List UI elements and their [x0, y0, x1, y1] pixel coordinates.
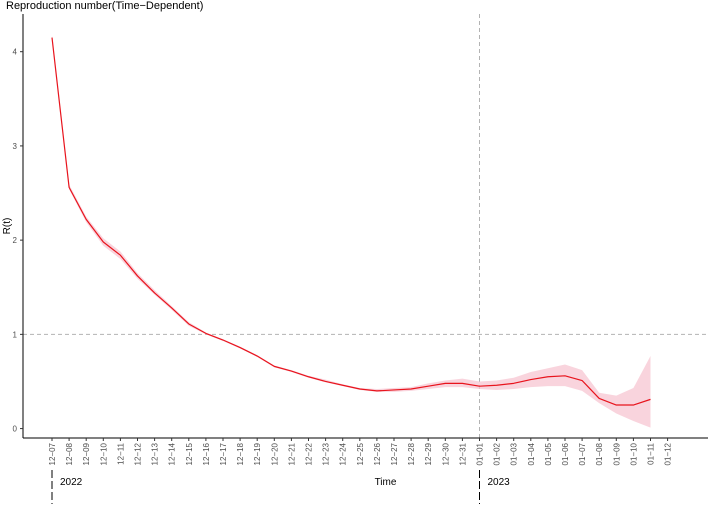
- data-point: [51, 36, 53, 38]
- x-tick-label: 12−29: [424, 442, 433, 465]
- data-point: [307, 376, 309, 378]
- data-point: [581, 379, 583, 381]
- y-ticks: 0 1 2 3 4: [13, 48, 23, 434]
- x-tick-label: 12−16: [202, 442, 211, 465]
- x-tick-label: 01−12: [664, 442, 673, 465]
- data-point: [136, 275, 138, 277]
- data-point: [324, 380, 326, 382]
- x-axis-title: Time: [375, 477, 397, 488]
- x-tick-label: 01−10: [629, 442, 638, 465]
- data-point: [119, 254, 121, 256]
- x-tick-label: 12−22: [305, 442, 314, 465]
- data-point: [615, 404, 617, 406]
- x-tick-label: 12−07: [48, 442, 57, 465]
- y-tick-label: 0: [13, 425, 18, 434]
- confidence-ribbon: [52, 35, 651, 428]
- data-point: [547, 376, 549, 378]
- x-tick-label: 01−02: [493, 442, 502, 465]
- series-line-layer: [51, 36, 651, 406]
- x-tick-label: 12−08: [65, 442, 74, 465]
- data-point: [153, 292, 155, 294]
- reference-lines: [23, 14, 708, 438]
- series-line: [51, 37, 651, 406]
- x-tick-label: 12−25: [356, 442, 365, 465]
- x-tick-label: 12−09: [82, 442, 91, 465]
- x-tick-label: 12−24: [339, 442, 348, 465]
- x-tick-label: 01−01: [476, 442, 485, 465]
- x-tick-label: 12−28: [407, 442, 416, 465]
- x-tick-label: 12−19: [253, 442, 262, 465]
- confidence-ribbon-layer: [52, 35, 651, 428]
- data-point: [359, 388, 361, 390]
- x-tick-label: 12−30: [441, 442, 450, 465]
- year-label: 2023: [488, 477, 511, 488]
- y-axis-title: R(t): [2, 218, 13, 235]
- data-point: [85, 218, 87, 220]
- data-point: [376, 390, 378, 392]
- x-tick-label: 01−09: [612, 442, 621, 465]
- data-point: [564, 375, 566, 377]
- x-tick-label: 12−27: [390, 442, 399, 465]
- data-point: [222, 339, 224, 341]
- data-point: [68, 186, 70, 188]
- x-tick-label: 01−03: [510, 442, 519, 465]
- data-point: [342, 384, 344, 386]
- data-point: [188, 323, 190, 325]
- y-tick-label: 4: [13, 48, 18, 57]
- x-tick-label: 01−08: [595, 442, 604, 465]
- y-tick-label: 1: [13, 330, 18, 339]
- data-point: [393, 389, 395, 391]
- data-point: [649, 398, 651, 400]
- data-point: [205, 332, 207, 334]
- x-tick-label: 01−06: [561, 442, 570, 465]
- data-point: [256, 355, 258, 357]
- y-tick-label: 2: [13, 236, 18, 245]
- x-tick-label: 01−11: [647, 442, 656, 464]
- data-point: [632, 404, 634, 406]
- data-point: [290, 370, 292, 372]
- data-point: [513, 382, 515, 384]
- data-point: [102, 241, 104, 243]
- x-tick-label: 12−18: [236, 442, 245, 465]
- data-point: [495, 384, 497, 386]
- data-point: [530, 378, 532, 380]
- x-tick-label: 01−07: [578, 442, 587, 465]
- chart-title: Reproduction number(Time−Dependent): [6, 0, 203, 12]
- axes: [22, 14, 708, 439]
- x-tick-label: 12−23: [322, 442, 331, 465]
- x-tick-label: 12−11: [116, 442, 125, 464]
- x-tick-label: 12−12: [134, 442, 143, 465]
- year-label: 2022: [60, 477, 83, 488]
- data-point: [444, 382, 446, 384]
- x-tick-label: 12−17: [219, 442, 228, 465]
- x-tick-label: 12−21: [287, 442, 296, 465]
- x-tick-label: 12−15: [185, 442, 194, 465]
- data-point: [427, 385, 429, 387]
- year-labels: 2022 2023: [51, 470, 511, 504]
- data-point: [171, 307, 173, 309]
- data-point: [273, 365, 275, 367]
- x-tick-label: 12−13: [151, 442, 160, 465]
- x-tick-label: 12−20: [270, 442, 279, 465]
- x-tick-label: 12−31: [458, 442, 467, 465]
- data-point: [239, 346, 241, 348]
- data-point: [478, 385, 480, 387]
- x-tick-label: 12−26: [373, 442, 382, 465]
- x-tick-label: 12−14: [168, 442, 177, 465]
- data-point: [410, 388, 412, 390]
- data-point: [598, 397, 600, 399]
- x-tick-label: 12−10: [99, 442, 108, 465]
- x-tick-label: 01−05: [544, 442, 553, 465]
- y-tick-label: 3: [13, 142, 18, 151]
- data-point: [461, 382, 463, 384]
- x-tick-label: 01−04: [527, 442, 536, 465]
- x-ticks: 12−07 12−08 12−09 12−10 12−11 12−12 12−13 12−14…: [48, 438, 673, 465]
